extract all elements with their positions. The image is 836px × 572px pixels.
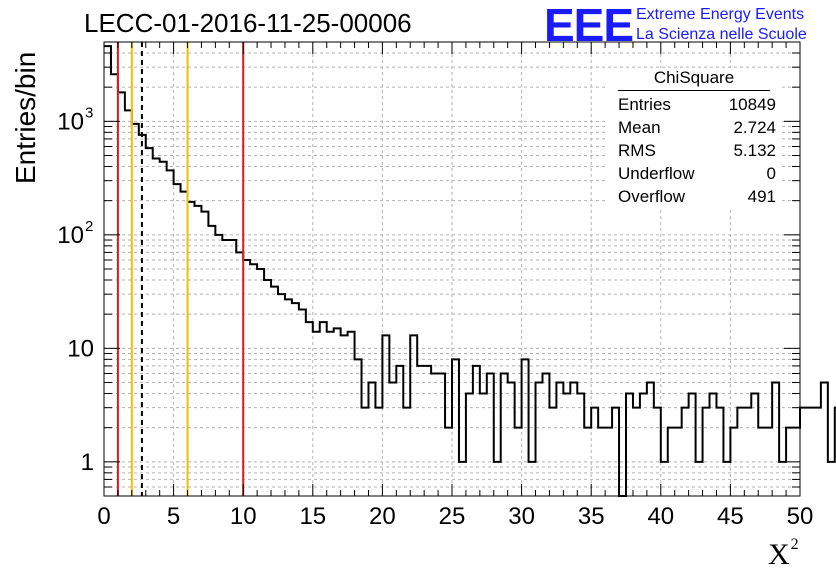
x-tick-label: 5 [167,503,180,530]
reference-lines [116,42,245,496]
x-tick-label: 40 [647,503,674,530]
x-axis-label: X2 [768,536,799,571]
stats-label: Mean [618,118,661,137]
x-tick-label: 15 [299,503,326,530]
stats-value: 0 [766,164,776,183]
y-tick-label-exponent: 3 [85,104,93,121]
x-tick-label: 0 [97,503,110,530]
stats-title: ChiSquare [618,68,770,91]
y-axis-label: Entries/bin [10,51,41,184]
histogram [104,45,836,497]
stats-row: Mean 2.724 [608,116,780,139]
chart-title: LECC-01-2016-11-25-00006 [84,8,412,38]
stats-value: 2.724 [733,118,776,137]
stats-value: 491 [747,187,776,206]
stats-value: 5.132 [733,141,776,160]
stats-label: Overflow [618,187,686,206]
stats-row: Underflow 0 [608,162,780,185]
stats-box: ChiSquare Entries 10849 Mean 2.724 RMS 5… [608,68,780,208]
grid [104,42,800,496]
y-tick-label: 1 [81,449,94,476]
y-tick-label: 10 [67,335,94,362]
stats-row: Overflow 491 [608,185,780,208]
logo-line-1: Extreme Energy Events [636,6,805,23]
stats-row: Entries 10849 [608,93,780,116]
x-tick-label: 25 [439,503,466,530]
eee-logo: EEE Extreme Energy Events La Scienza nel… [544,0,834,51]
stats-value: 10849 [728,95,776,114]
stats-label: RMS [618,141,656,160]
y-tick-label-exponent: 2 [85,218,93,235]
x-tick-label: 10 [230,503,257,530]
logo-line-2: La Scienza nelle Scuole [636,26,807,43]
histogram-line [104,45,836,497]
x-tick-label: 35 [578,503,605,530]
logo-mark: EEE [544,0,634,51]
y-tick-label: 10 [57,222,84,249]
x-tick-label: 50 [787,503,814,530]
y-tick-label: 10 [57,108,84,135]
x-tick-label: 45 [717,503,744,530]
stats-label: Entries [618,95,671,114]
x-tick-label: 30 [508,503,535,530]
stats-row: RMS 5.132 [608,139,780,162]
stats-label: Underflow [618,164,695,183]
x-tick-label: 20 [369,503,396,530]
